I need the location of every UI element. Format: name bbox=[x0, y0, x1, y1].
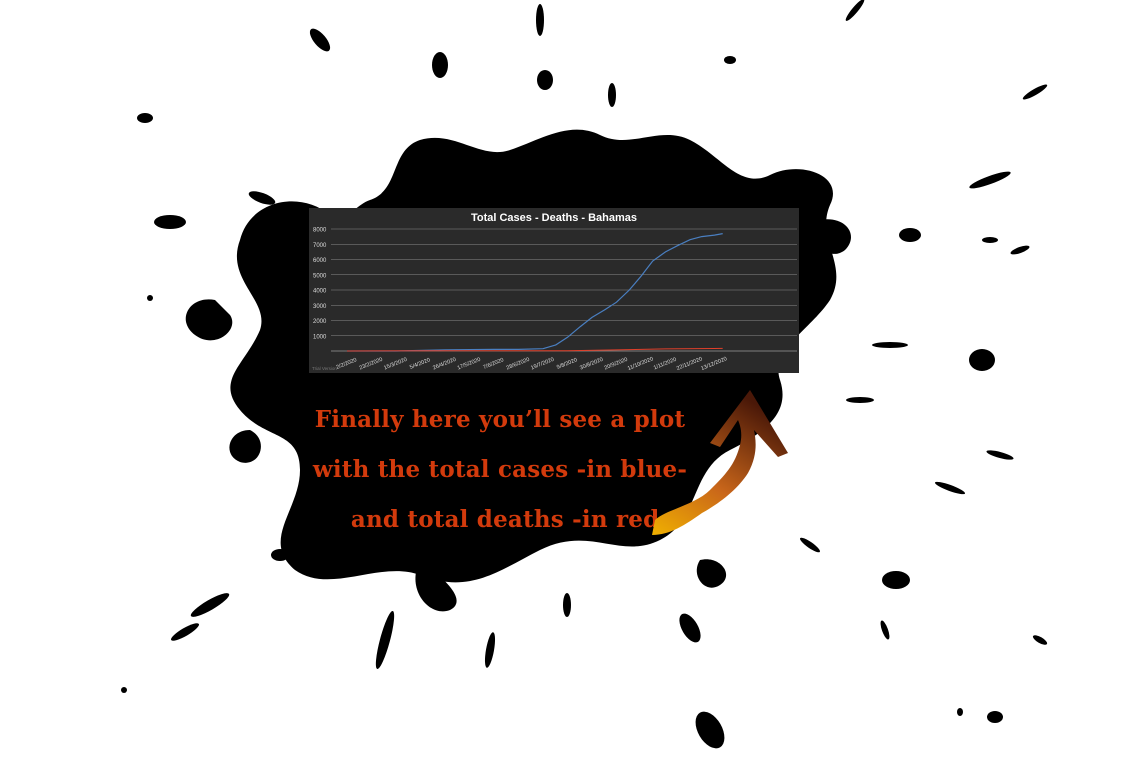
x-tick-label: 13/12/2020 bbox=[700, 356, 728, 372]
line-chart: Total Cases - Deaths - Bahamas 1000 2000 30… bbox=[312, 212, 797, 372]
x-tick-label: 9/8/2020 bbox=[556, 357, 578, 371]
x-tick-label: 19/7/2020 bbox=[530, 357, 555, 372]
series-line-cases bbox=[347, 233, 723, 352]
caption-line-3: and total deaths -in red- bbox=[350, 506, 670, 533]
x-tick-label: 26/4/2020 bbox=[432, 357, 457, 372]
caption-line-2: with the total cases -in blue- bbox=[312, 456, 688, 483]
x-tick-label: 30/8/2020 bbox=[579, 357, 604, 372]
x-tick-label: 7/6/2020 bbox=[483, 357, 505, 371]
y-tick-label: 7000 bbox=[313, 243, 327, 249]
x-tick-label: 1/11/2020 bbox=[653, 357, 678, 372]
y-tick-label: 4000 bbox=[313, 289, 327, 295]
x-tick-label: 20/9/2020 bbox=[604, 357, 629, 372]
y-tick-label: 6000 bbox=[313, 258, 327, 264]
caption-line-1: Finally here you’ll see a plot bbox=[314, 406, 686, 433]
chart-panel: Total Cases - Deaths - Bahamas 1000 2000 30… bbox=[309, 208, 799, 373]
y-tick-label: 8000 bbox=[313, 228, 327, 234]
x-tick-label: 5/4/2020 bbox=[409, 357, 431, 371]
y-tick-label: 1000 bbox=[313, 334, 327, 340]
x-tick-label: 17/5/2020 bbox=[457, 357, 482, 372]
chart-title: Total Cases - Deaths - Bahamas bbox=[471, 212, 637, 224]
y-tick-label: 3000 bbox=[313, 304, 327, 310]
series-line-deaths bbox=[346, 347, 723, 352]
footer-text: Trial Version bbox=[312, 366, 337, 371]
x-tick-label: 22/11/2020 bbox=[676, 356, 703, 372]
arrow-icon bbox=[652, 390, 788, 535]
x-tick-label: 11/10/2020 bbox=[627, 356, 654, 372]
x-tick-label: 28/6/2020 bbox=[506, 357, 531, 372]
x-tick-label: 15/3/2020 bbox=[383, 357, 408, 372]
x-tick-label: 2/2/2020 bbox=[336, 357, 358, 371]
y-tick-label: 2000 bbox=[313, 319, 327, 325]
x-tick-label: 23/2/2020 bbox=[359, 357, 384, 372]
y-tick-label: 5000 bbox=[313, 273, 327, 279]
